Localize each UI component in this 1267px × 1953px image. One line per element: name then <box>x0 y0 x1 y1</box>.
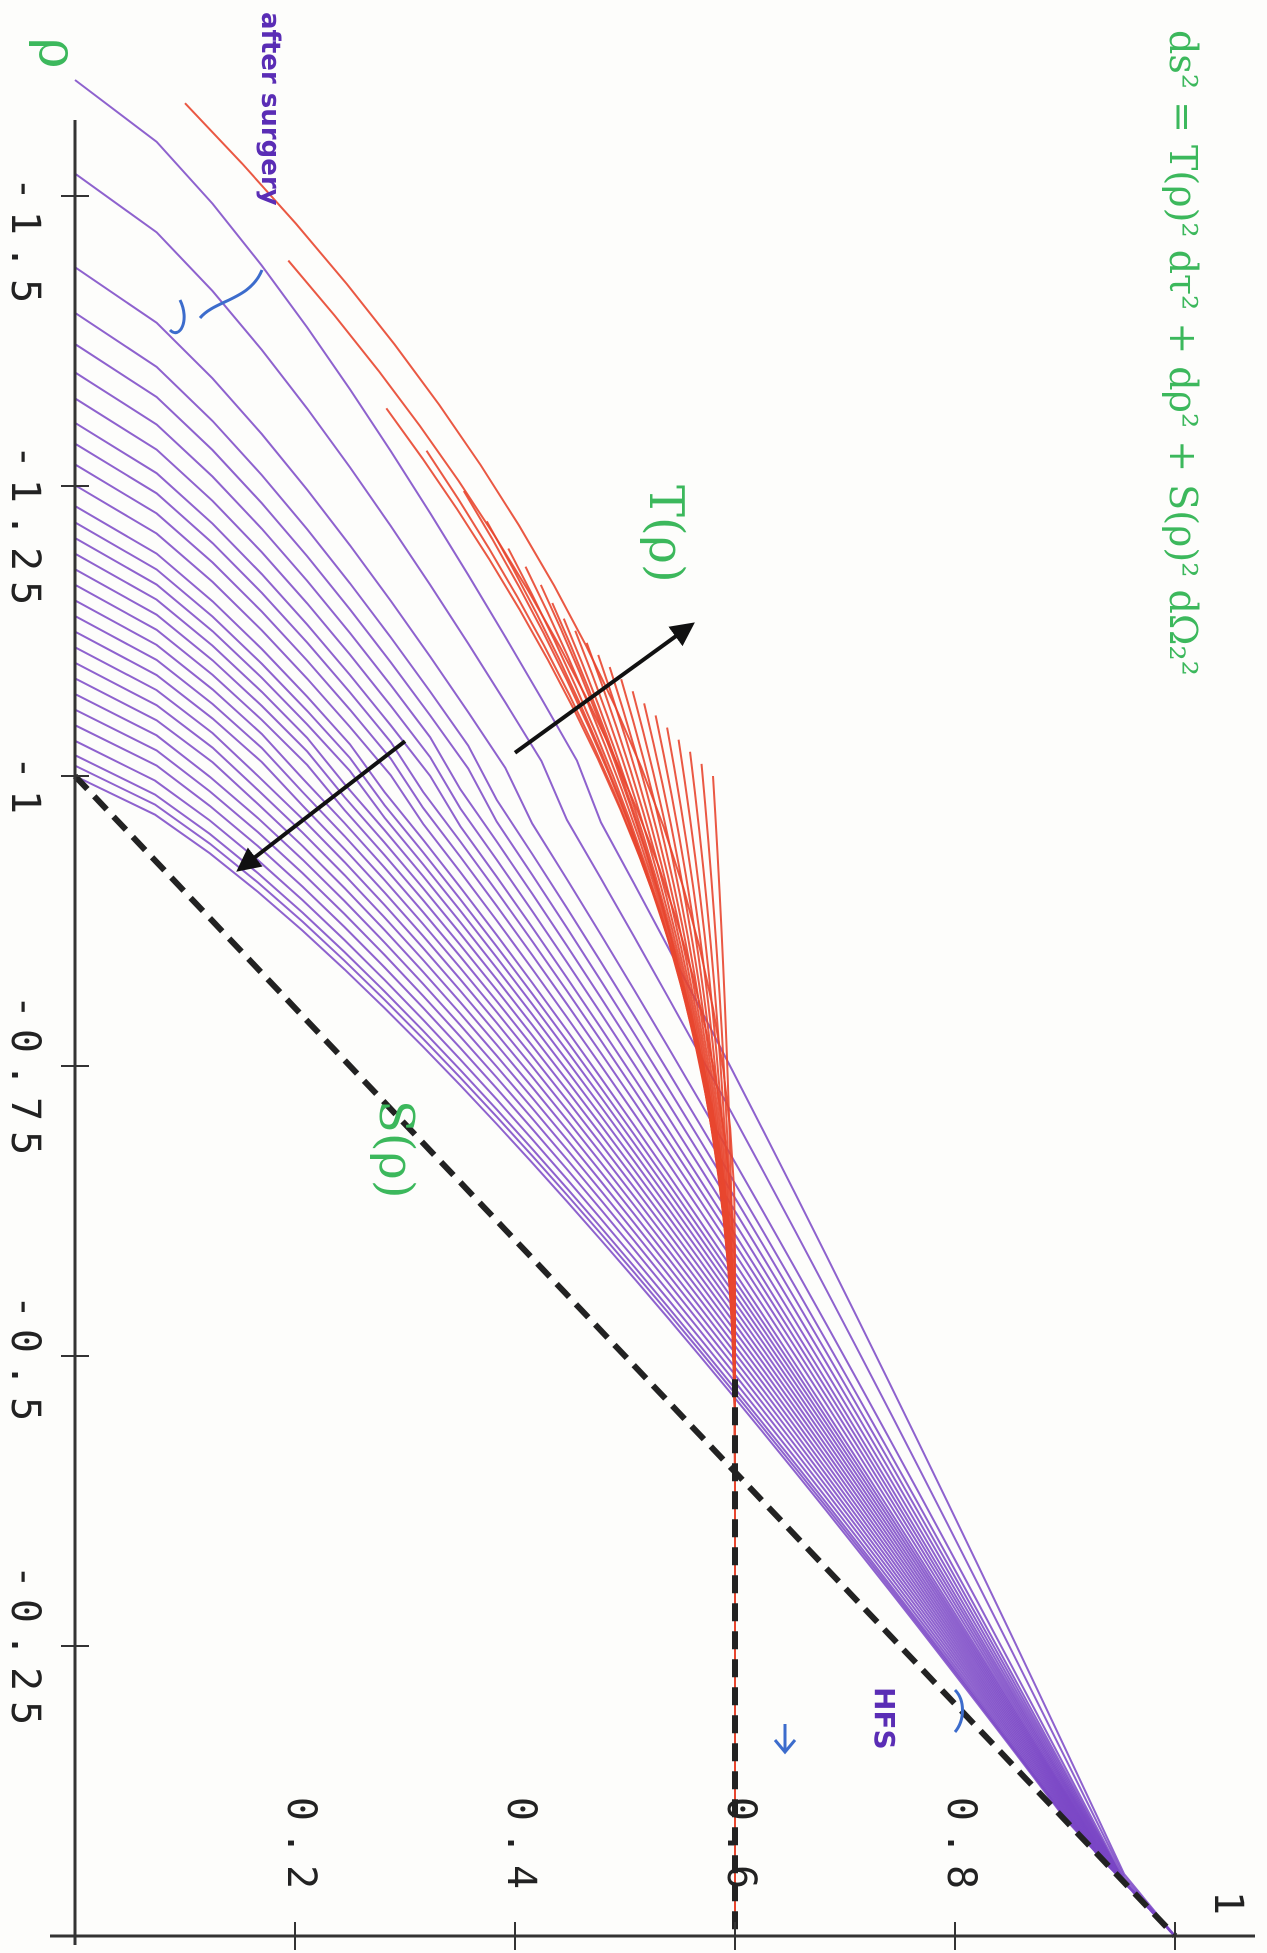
s-rho-curve <box>74 311 1176 1937</box>
s-rho-curve <box>74 484 1176 1937</box>
s-rho-curve <box>74 583 1176 1937</box>
s-limit-dashed-line <box>72 773 1178 1939</box>
s-rho-curve <box>74 421 1176 1937</box>
after-surgery-annotation: after surgery <box>255 12 285 206</box>
rho-tick-label: -0.75 <box>2 995 48 1165</box>
rho-tick-label: -0.25 <box>2 1565 48 1735</box>
s-rho-curve <box>74 739 1176 1937</box>
s-rho-curve <box>74 646 1176 1937</box>
s-rho-curve <box>74 724 1176 1937</box>
s-rho-curve <box>74 343 1176 1937</box>
s-rho-curve <box>74 568 1176 1937</box>
s-rho-curve <box>74 266 1176 1937</box>
metric-annotation: ds² = T(ρ)² dτ² + dρ² + S(ρ)² dΩ₂² <box>1161 30 1205 676</box>
t-rho-curve <box>184 102 736 1913</box>
tick-marks <box>61 195 1176 1950</box>
t-rho-curve <box>597 654 736 1913</box>
t-rho-curve <box>539 584 736 1913</box>
s-rho-curve <box>74 775 1176 1937</box>
s-rho-curve <box>74 537 1176 1937</box>
hfs-annotation: HFS <box>868 1687 901 1750</box>
value-tick-labels: 0.2 0.4 0.6 0.8 1 <box>278 1797 1251 1925</box>
s-rho-curve <box>74 754 1176 1937</box>
rho-tick-label: -1.5 <box>2 177 48 313</box>
value-tick-label: 1 <box>1205 1891 1251 1925</box>
s-rho-curve <box>74 371 1176 1937</box>
s-rho-curve <box>74 79 1176 1937</box>
value-tick-label: 0.8 <box>938 1797 984 1899</box>
s-rho-curve <box>74 552 1176 1937</box>
s-rho-curve <box>74 397 1176 1937</box>
value-tick-label: 0.4 <box>498 1797 544 1899</box>
after-surgery-pointer <box>168 269 264 334</box>
value-tick-label: 0.2 <box>278 1797 324 1899</box>
s-rho-curve <box>74 463 1176 1937</box>
s-rho-label: S(ρ) <box>368 1100 424 1199</box>
value-tick-label: 0.6 <box>718 1797 764 1899</box>
rho-axis-symbol: ρ <box>27 38 87 69</box>
rho-tick-label: -1 <box>2 756 48 824</box>
s-rho-curve <box>74 677 1176 1937</box>
hfs-pointer <box>773 1724 797 1755</box>
hfs-brace <box>953 1688 964 1733</box>
s-rho-curve <box>74 615 1176 1937</box>
s-rho-curve <box>74 764 1176 1937</box>
rho-tick-label: -0.5 <box>2 1295 48 1431</box>
s-rho-curve <box>74 630 1176 1937</box>
s-rho-curve <box>74 442 1176 1937</box>
t-rho-label: T(ρ) <box>638 485 694 583</box>
s-rho-curve <box>74 521 1176 1937</box>
s-rho-curve <box>74 505 1176 1937</box>
rho-tick-labels: -1.5 -1.25 -1 -0.75 -0.5 -0.25 <box>2 177 48 1735</box>
s-rho-curve <box>74 708 1176 1937</box>
plot-area <box>72 79 1178 1939</box>
s-rho-curve <box>74 599 1176 1937</box>
s-flow-arrow <box>236 739 407 872</box>
rho-tick-label: -1.25 <box>2 445 48 615</box>
s-rho-curve <box>74 693 1176 1937</box>
t-flow-arrow <box>513 622 695 755</box>
s-rho-curve <box>74 661 1176 1937</box>
